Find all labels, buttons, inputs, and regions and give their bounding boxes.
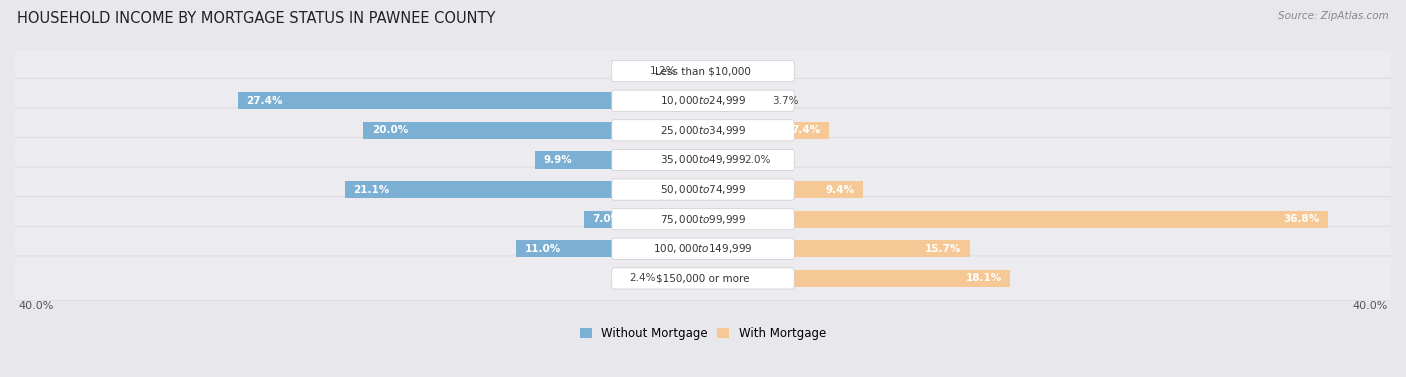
- Text: 3.7%: 3.7%: [773, 96, 799, 106]
- Text: $35,000 to $49,999: $35,000 to $49,999: [659, 153, 747, 167]
- Text: 2.0%: 2.0%: [744, 155, 770, 165]
- Text: 7.4%: 7.4%: [792, 125, 820, 135]
- Text: 2.4%: 2.4%: [628, 273, 655, 284]
- Bar: [703, 270, 1011, 287]
- Text: HOUSEHOLD INCOME BY MORTGAGE STATUS IN PAWNEE COUNTY: HOUSEHOLD INCOME BY MORTGAGE STATUS IN P…: [17, 11, 495, 26]
- Bar: [683, 63, 703, 80]
- FancyBboxPatch shape: [612, 208, 794, 230]
- FancyBboxPatch shape: [612, 90, 794, 111]
- Bar: [534, 151, 703, 169]
- Bar: [583, 211, 703, 228]
- Text: 36.8%: 36.8%: [1284, 214, 1320, 224]
- FancyBboxPatch shape: [13, 226, 1393, 271]
- Text: $150,000 or more: $150,000 or more: [657, 273, 749, 284]
- Text: $100,000 to $149,999: $100,000 to $149,999: [654, 242, 752, 255]
- Text: 7.0%: 7.0%: [592, 214, 621, 224]
- Bar: [238, 92, 703, 109]
- Text: 5.0%: 5.0%: [751, 66, 779, 76]
- Bar: [703, 92, 766, 109]
- Text: 27.4%: 27.4%: [246, 96, 283, 106]
- Text: 18.1%: 18.1%: [966, 273, 1002, 284]
- Bar: [703, 211, 1329, 228]
- FancyBboxPatch shape: [13, 108, 1393, 153]
- Text: Source: ZipAtlas.com: Source: ZipAtlas.com: [1278, 11, 1389, 21]
- FancyBboxPatch shape: [612, 238, 794, 259]
- FancyBboxPatch shape: [13, 138, 1393, 182]
- FancyBboxPatch shape: [13, 256, 1393, 301]
- FancyBboxPatch shape: [612, 61, 794, 82]
- Text: 9.4%: 9.4%: [825, 185, 855, 195]
- Bar: [703, 63, 787, 80]
- Text: $75,000 to $99,999: $75,000 to $99,999: [659, 213, 747, 226]
- Legend: Without Mortgage, With Mortgage: Without Mortgage, With Mortgage: [581, 327, 825, 340]
- FancyBboxPatch shape: [13, 49, 1393, 93]
- Bar: [363, 122, 703, 139]
- Bar: [703, 151, 737, 169]
- Text: 20.0%: 20.0%: [371, 125, 408, 135]
- FancyBboxPatch shape: [612, 268, 794, 289]
- Text: 40.0%: 40.0%: [18, 302, 53, 311]
- Text: Less than $10,000: Less than $10,000: [655, 66, 751, 76]
- Bar: [516, 240, 703, 257]
- Text: 1.2%: 1.2%: [650, 66, 676, 76]
- Text: 9.9%: 9.9%: [543, 155, 572, 165]
- Text: 21.1%: 21.1%: [353, 185, 389, 195]
- Text: $50,000 to $74,999: $50,000 to $74,999: [659, 183, 747, 196]
- FancyBboxPatch shape: [612, 149, 794, 170]
- Text: $25,000 to $34,999: $25,000 to $34,999: [659, 124, 747, 137]
- FancyBboxPatch shape: [13, 197, 1393, 242]
- Text: 15.7%: 15.7%: [925, 244, 962, 254]
- Text: 11.0%: 11.0%: [524, 244, 561, 254]
- FancyBboxPatch shape: [612, 179, 794, 200]
- Bar: [703, 181, 863, 198]
- Bar: [344, 181, 703, 198]
- FancyBboxPatch shape: [13, 167, 1393, 212]
- Bar: [703, 240, 970, 257]
- FancyBboxPatch shape: [612, 120, 794, 141]
- Bar: [662, 270, 703, 287]
- Bar: [703, 122, 828, 139]
- Text: 40.0%: 40.0%: [1353, 302, 1388, 311]
- FancyBboxPatch shape: [13, 78, 1393, 123]
- Text: $10,000 to $24,999: $10,000 to $24,999: [659, 94, 747, 107]
